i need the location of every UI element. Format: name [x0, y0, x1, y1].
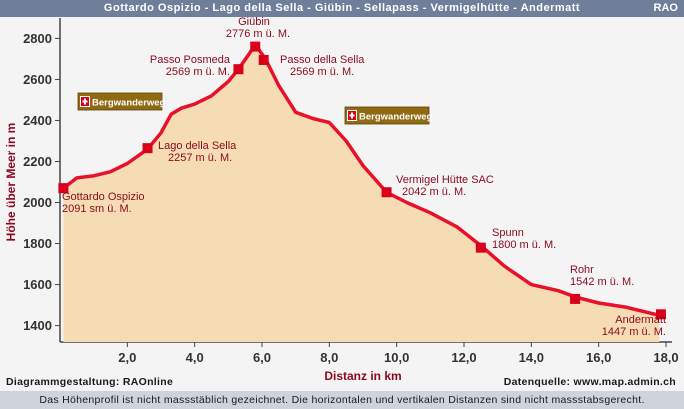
y-tick-label: 2800 [23, 31, 52, 46]
waypoint-marker [250, 41, 261, 52]
sign-board [344, 106, 430, 125]
sign-board [77, 92, 163, 111]
data-source-credit: Datenquelle: www.map.admin.ch [503, 376, 676, 388]
x-tick-label: 8,0 [320, 350, 338, 365]
waypoint-marker [475, 242, 486, 253]
waypoint-name: Lago della Sella [158, 140, 237, 152]
waypoint-marker [570, 293, 581, 304]
waypoint-elevation: 1800 m ü. M. [492, 239, 556, 251]
waypoint-marker [655, 309, 666, 320]
x-tick-label: 14,0 [519, 350, 544, 365]
trail-sign: Bergwanderweg [344, 106, 433, 125]
waypoint-elevation: 2569 m ü. M. [166, 66, 230, 78]
waypoint-elevation: 2042 m ü. M. [402, 186, 466, 198]
trail-signs: Bergwanderweg Bergwanderweg [77, 92, 433, 125]
waypoint-name: Rohr [570, 264, 594, 276]
waypoint-marker [58, 183, 69, 194]
x-tick-label: 6,0 [253, 350, 271, 365]
y-axis-title: Höhe über Meer in m [4, 123, 18, 242]
x-tick-label: 18,0 [653, 350, 678, 365]
y-tick-label: 2200 [23, 154, 52, 169]
design-credit: Diagrammgestaltung: RAOnline [6, 376, 174, 388]
waypoint-elevation: 1447 m ü. M. [602, 326, 666, 338]
profile-fill [63, 44, 660, 342]
waypoint-marker [381, 187, 392, 198]
waypoint-elevation: 2091 sm ü. M. [62, 203, 132, 215]
x-tick-label: 4,0 [186, 350, 204, 365]
x-tick-label: 2,0 [118, 350, 136, 365]
x-tick-label: 10,0 [384, 350, 409, 365]
chart-title: Gottardo Ospizio - Lago della Sella - Gi… [103, 2, 581, 14]
waypoint-marker [233, 64, 244, 75]
title-bar: Gottardo Ospizio - Lago della Sella - Gi… [0, 0, 684, 17]
profile-area [62, 42, 660, 342]
waypoint-name: Andermatt [615, 314, 666, 326]
waypoint-marker [142, 143, 153, 154]
rao-tag: RAO [653, 2, 678, 14]
x-tick-label: 12,0 [451, 350, 476, 365]
x-tick-label: 16,0 [586, 350, 611, 365]
waypoint-name: Passo Posmeda [150, 54, 231, 66]
cross-horizontal [349, 114, 355, 117]
y-tick-label: 1400 [23, 318, 52, 333]
waypoint-name: Giübin [238, 16, 270, 28]
x-axis-title: Distanz in km [324, 369, 401, 383]
waypoint-elevation: 2569 m ü. M. [290, 66, 354, 78]
tick-labels: 1400 1600 1800 2000 2200 2400 2600 2800 2,0 4,0 6,… [23, 31, 679, 365]
waypoint-name: Spunn [492, 227, 524, 239]
sign-label: Bergwanderweg [359, 112, 433, 123]
waypoint-name: Gottardo Ospizio [62, 191, 145, 203]
waypoint-marker [258, 54, 269, 65]
y-tick-label: 2000 [23, 195, 52, 210]
waypoint-elevation: 2776 m ü. M. [226, 28, 290, 40]
waypoint-name: Passo della Sella [280, 54, 365, 66]
y-tick-label: 2400 [23, 113, 52, 128]
trail-sign: Bergwanderweg [77, 92, 166, 111]
cross-horizontal [82, 100, 88, 103]
waypoint-elevation: 2257 m ü. M. [168, 152, 232, 164]
waypoint-name: Vermigel Hütte SAC [396, 174, 494, 186]
profile-line [62, 42, 660, 318]
y-tick-label: 1600 [23, 277, 52, 292]
waypoint-elevation: 1542 m ü. M. [570, 276, 634, 288]
sign-label: Bergwanderweg [92, 98, 166, 109]
y-tick-label: 2600 [23, 72, 52, 87]
scale-disclaimer: Das Höhenprofil ist nicht massstäblich g… [0, 391, 684, 409]
y-tick-label: 1800 [23, 236, 52, 251]
